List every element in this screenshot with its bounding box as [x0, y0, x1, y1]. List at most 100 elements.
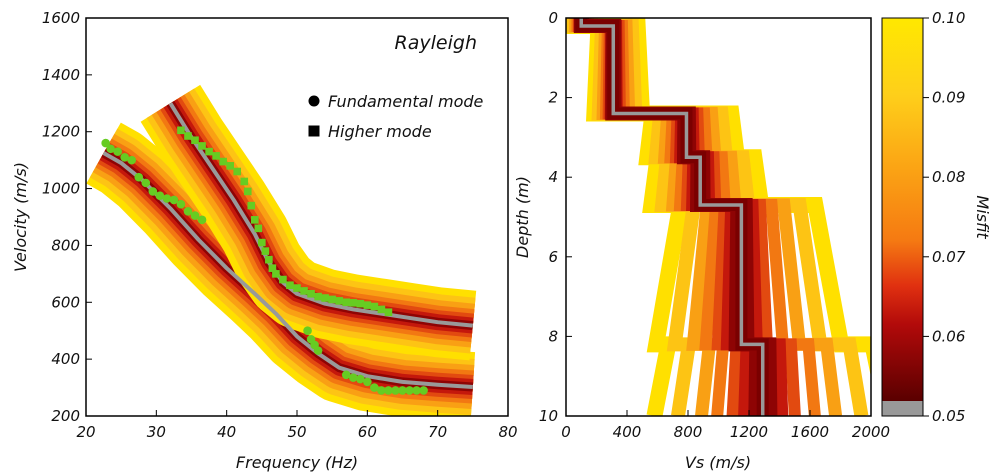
observed-point-fundamental — [106, 144, 115, 154]
dispersion-ensemble — [86, 84, 477, 416]
observed-point-higher — [356, 299, 365, 308]
profile-best-model-line — [579, 18, 765, 416]
observed-point-higher — [293, 284, 301, 292]
observed-point-fundamental — [190, 211, 200, 220]
x-tick-label: 80 — [498, 423, 517, 441]
x-tick-label: 20 — [76, 423, 95, 441]
observed-point-higher — [279, 275, 287, 284]
dispersion-panel: 20 30 40 50 60 70 80 200 400 600 800 1000 1200 1400 1… — [11, 9, 518, 472]
observed-point-higher — [219, 157, 227, 166]
observed-point-higher — [349, 299, 358, 307]
y-tick-label: 1200 — [42, 123, 80, 141]
dispersion-observed-points — [101, 126, 428, 395]
colorbar-frame — [881, 17, 924, 417]
observed-point-higher — [177, 126, 185, 135]
y-tick-label: 10 — [539, 407, 558, 425]
observed-point-fundamental — [356, 374, 365, 384]
observed-point-higher — [286, 281, 294, 290]
observed-point-higher — [335, 297, 343, 305]
observed-point-higher — [307, 289, 315, 298]
dispersion-x-ticks: 20 30 40 50 60 70 80 — [76, 410, 518, 441]
colorbar-tick-label: 0.07 — [932, 248, 966, 266]
observed-point-fundamental — [384, 386, 393, 395]
observed-point-higher — [258, 238, 266, 247]
observed-point-higher — [251, 216, 259, 224]
colorbar-label: Misfit — [973, 195, 992, 239]
colorbar-gray-band — [882, 401, 923, 416]
observed-point-fundamental — [169, 195, 179, 205]
x-tick-label: 40 — [217, 423, 236, 441]
colorbar-gradient — [882, 18, 923, 401]
x-tick-label: 1200 — [730, 423, 768, 441]
profile-frame — [565, 17, 872, 417]
x-tick-label: 800 — [674, 423, 703, 441]
legend-fundamental-label: Fundamental mode — [328, 92, 484, 111]
observed-point-fundamental — [148, 187, 158, 196]
observed-point-fundamental — [363, 377, 372, 387]
profile-y-ticks: 0 2 4 6 8 10 — [539, 9, 572, 425]
x-tick-label: 70 — [428, 423, 447, 441]
y-tick-label: 200 — [51, 407, 80, 425]
observed-point-higher — [272, 270, 280, 278]
observed-point-fundamental — [370, 383, 379, 392]
observed-point-higher — [342, 298, 351, 307]
misfit-colorbar: 0.05 0.06 0.07 0.08 0.09 0.10 Misfit — [881, 9, 992, 425]
x-tick-label: 1600 — [791, 423, 829, 441]
x-tick-label: 30 — [147, 423, 166, 441]
observed-point-higher — [268, 264, 277, 272]
observed-point-fundamental — [162, 194, 172, 203]
observed-point-fundamental — [377, 386, 386, 395]
observed-point-higher — [243, 187, 252, 196]
observed-point-fundamental — [405, 386, 414, 395]
observed-point-fundamental — [348, 373, 358, 382]
observed-point-fundamental — [176, 199, 186, 209]
dispersion-y-label: Velocity (m/s) — [11, 162, 30, 272]
legend-circle-marker — [308, 95, 320, 107]
observed-point-higher — [184, 132, 192, 140]
y-tick-label: 600 — [51, 293, 80, 311]
profile-ensemble — [566, 18, 871, 416]
y-tick-label: 1600 — [42, 9, 80, 27]
observed-point-higher — [226, 162, 234, 170]
profile-best-model — [579, 18, 765, 416]
colorbar-tick-label: 0.05 — [932, 407, 965, 425]
velocity-profile-panel: 0 400 800 1200 1600 2000 0 2 4 6 8 10 Vs (m/s) Dep… — [513, 9, 890, 472]
y-tick-label: 1400 — [42, 66, 80, 84]
colorbar-tick-label: 0.06 — [932, 327, 965, 345]
legend-square-marker — [308, 125, 320, 137]
legend-higher-label: Higher mode — [328, 122, 432, 141]
observed-point-fundamental — [313, 346, 323, 355]
x-tick-label: 400 — [613, 423, 642, 441]
x-tick-label: 50 — [287, 423, 306, 441]
profile-x-label: Vs (m/s) — [685, 453, 751, 472]
observed-point-fundamental — [113, 147, 122, 156]
observed-point-fundamental — [391, 386, 400, 395]
profile-y-label: Depth (m) — [513, 176, 532, 258]
observed-point-fundamental — [341, 370, 351, 380]
observed-point-fundamental — [155, 191, 165, 200]
observed-point-fundamental — [303, 326, 312, 336]
observed-point-fundamental — [127, 155, 137, 165]
observed-point-higher — [300, 287, 308, 295]
y-tick-label: 8 — [548, 327, 558, 345]
dispersion-title: Rayleigh — [395, 32, 477, 54]
observed-point-higher — [254, 224, 263, 233]
x-tick-label: 0 — [561, 423, 571, 441]
dispersion-legend: Fundamental mode Higher mode — [308, 92, 484, 141]
observed-point-higher — [205, 147, 213, 156]
observed-point-higher — [261, 247, 270, 255]
observed-point-higher — [240, 177, 249, 186]
dispersion-x-label: Frequency (Hz) — [236, 453, 358, 472]
y-tick-label: 1000 — [42, 180, 80, 198]
dispersion-y-ticks: 200 400 600 800 1000 1200 1400 1600 — [42, 9, 92, 425]
colorbar-tick-label: 0.09 — [932, 89, 965, 107]
y-tick-label: 4 — [548, 168, 558, 186]
observed-point-higher — [314, 292, 322, 301]
colorbar-ticks: 0.05 0.06 0.07 0.08 0.09 0.10 — [923, 9, 966, 425]
profile-x-ticks: 0 400 800 1200 1600 2000 — [561, 410, 890, 441]
y-tick-label: 800 — [51, 236, 80, 254]
observed-point-higher — [384, 308, 393, 317]
observed-point-higher — [212, 152, 220, 160]
observed-point-fundamental — [412, 386, 421, 395]
